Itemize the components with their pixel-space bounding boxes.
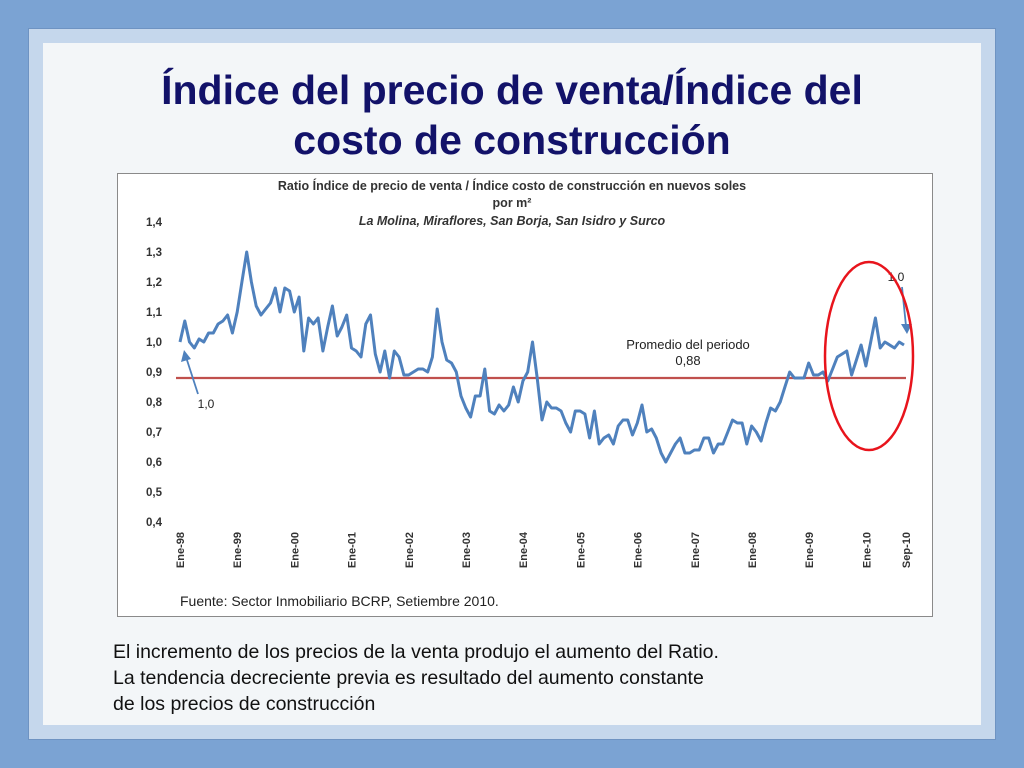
chart-container: Ratio Índice de precio de venta / Índice…: [117, 173, 933, 617]
line-chart: Ratio Índice de precio de venta / Índice…: [146, 178, 915, 609]
x-tick-label: Ene-03: [461, 532, 473, 568]
x-tick-label: Ene-02: [404, 532, 416, 568]
x-tick-label: Ene-07: [690, 532, 702, 568]
chart-subtitle: La Molina, Miraflores, San Borja, San Is…: [359, 214, 666, 228]
y-tick-label: 0,6: [146, 457, 162, 469]
slide-caption: El incremento de los precios de la venta…: [113, 639, 953, 717]
x-tick-label: Ene-10: [861, 532, 873, 568]
start-arrow-shaft: [185, 356, 199, 395]
x-tick-label: Ene-04: [518, 531, 530, 568]
chart-source: Fuente: Sector Inmobiliario BCRP, Setiem…: [180, 593, 499, 609]
y-tick-label: 1,0: [146, 337, 162, 349]
x-tick-label: Ene-05: [575, 532, 587, 568]
caption-line-1: El incremento de los precios de la venta…: [113, 641, 719, 663]
x-tick-label: Ene-06: [633, 532, 645, 568]
start-arrow-head: [181, 350, 191, 362]
end-annotation-label: 1,0: [888, 270, 905, 284]
start-annotation-label: 1,0: [198, 397, 215, 411]
y-tick-label: 1,2: [146, 277, 162, 289]
end-arrow-head: [901, 324, 912, 334]
slide-title-line-1: Índice del precio de venta/Índice del: [161, 67, 863, 113]
y-axis-tick-labels: 1,4 1,3 1,2 1,1 1,0 0,9 0,8 0,7 0,6 0,5 0,4: [146, 217, 163, 529]
average-label-line-2: 0,88: [675, 353, 700, 368]
caption-line-3: de los precios de construcción: [113, 693, 376, 715]
y-tick-label: 1,1: [146, 307, 163, 319]
x-tick-label: Ene-01: [347, 532, 359, 568]
chart-title-line-1: Ratio Índice de precio de venta / Índice…: [278, 178, 746, 193]
slide-title-line-2: costo de construcción: [293, 117, 731, 163]
x-tick-label: Ene-09: [804, 532, 816, 568]
y-tick-label: 0,7: [146, 427, 162, 439]
x-tick-label: Ene-08: [747, 532, 759, 568]
slide-frame: Índice del precio de venta/Índice del co…: [28, 28, 996, 740]
slide-content: Índice del precio de venta/Índice del co…: [43, 43, 981, 725]
x-tick-label: Ene-98: [175, 532, 187, 568]
chart-title-line-2: por m²: [493, 196, 532, 210]
x-tick-label: Ene-99: [232, 532, 244, 568]
y-tick-label: 0,9: [146, 367, 162, 379]
y-tick-label: 1,4: [146, 217, 163, 229]
y-tick-label: 0,8: [146, 397, 163, 409]
y-tick-label: 0,5: [146, 487, 163, 499]
series-line-ratio: [178, 250, 905, 464]
slide-title: Índice del precio de venta/Índice del co…: [43, 65, 981, 165]
x-tick-label: Sep-10: [901, 532, 913, 568]
y-tick-label: 1,3: [146, 247, 162, 259]
x-tick-label: Ene-00: [289, 532, 301, 568]
highlight-ellipse: [823, 260, 915, 452]
y-tick-label: 0,4: [146, 517, 163, 529]
average-label-line-1: Promedio del periodo: [626, 337, 750, 352]
x-axis-tick-labels: Ene-98 Ene-99 Ene-00 Ene-01 Ene-02 Ene-03 Ene-…: [175, 531, 913, 568]
caption-line-2: La tendencia decreciente previa es resul…: [113, 667, 704, 689]
